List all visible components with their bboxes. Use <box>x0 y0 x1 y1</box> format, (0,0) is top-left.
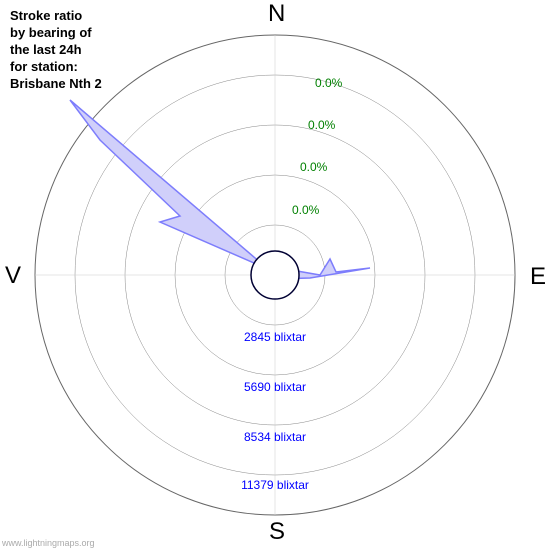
percent-label: 0.0% <box>308 118 335 132</box>
credit-text: www.lightningmaps.org <box>2 538 95 548</box>
cardinal-e: E <box>530 263 546 291</box>
percent-label: 0.0% <box>300 160 327 174</box>
cardinal-s: S <box>269 518 285 546</box>
count-label: 11379 blixtar <box>241 478 309 492</box>
polar-chart: Stroke ratio by bearing of the last 24h … <box>0 0 550 550</box>
center-hole <box>251 251 299 299</box>
count-label: 8534 blixtar <box>244 430 306 444</box>
cardinal-n: N <box>268 0 285 28</box>
percent-label: 0.0% <box>315 76 342 90</box>
percent-label: 0.0% <box>292 203 319 217</box>
count-label: 2845 blixtar <box>244 330 306 344</box>
count-label: 5690 blixtar <box>244 380 306 394</box>
chart-title: Stroke ratio by bearing of the last 24h … <box>10 8 102 92</box>
cardinal-v: V <box>5 262 21 290</box>
